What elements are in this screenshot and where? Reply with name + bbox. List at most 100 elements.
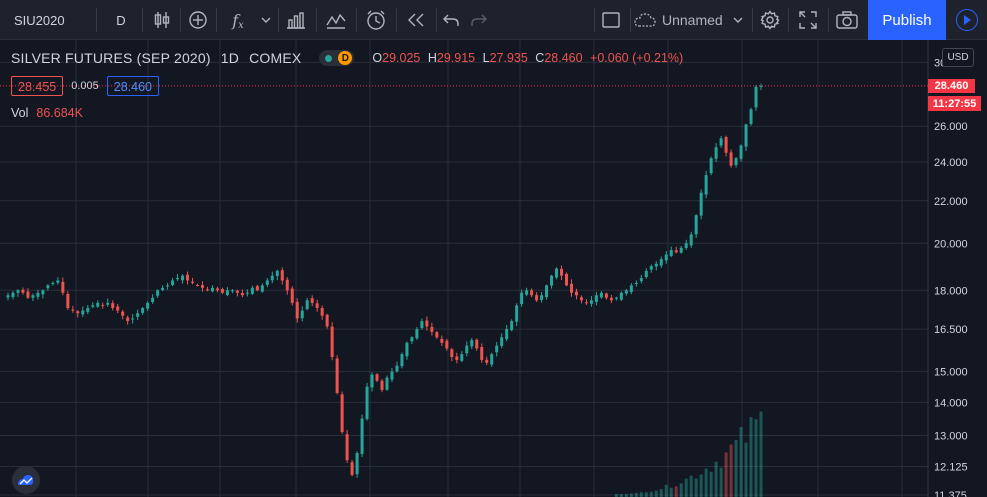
candle-body [515,305,519,322]
volume-bar [719,467,723,497]
fullscreen-frame-icon[interactable] [598,0,624,40]
layout-name-button[interactable]: Unnamed [634,0,750,40]
symbol-search-button[interactable]: SIU2020 [14,12,65,28]
candle-body [719,138,723,146]
compare-add-icon[interactable] [184,0,212,40]
volume-bar [689,475,693,497]
volume-bar [669,487,673,497]
toolbar-divider [216,8,217,32]
undo-icon[interactable] [438,0,464,40]
candle-body [21,289,25,293]
volume-bar [679,483,683,497]
toolbar-divider [96,8,97,32]
volume-bar [634,492,638,497]
gear-icon[interactable] [756,0,784,40]
candle-body [275,270,279,277]
candles-icon[interactable] [148,0,176,40]
redo-icon[interactable] [466,0,492,40]
chevron-down-icon[interactable] [258,0,274,40]
toolbar-divider [356,8,357,32]
financials-icon[interactable] [282,0,310,40]
bar-replay-icon[interactable] [402,0,430,40]
candle-body [699,192,703,216]
candle-body [684,243,688,248]
candle-body [674,250,678,253]
candle-body [111,303,115,308]
candle-body [545,285,549,298]
market-status-pill[interactable]: D [319,50,355,66]
interval-button[interactable]: D [116,12,126,28]
alert-clock-icon[interactable] [362,0,390,40]
market-open-dot-icon [325,54,333,62]
candle-body [26,291,30,298]
candle-body [235,290,239,293]
candle-body [345,434,349,461]
currency-button[interactable]: USD [942,48,974,67]
candle-body [151,297,155,303]
volume-bar [649,491,653,497]
volume-bar [624,493,628,497]
toolbar-divider [594,8,595,32]
sell-button[interactable]: 28.455 [11,76,64,96]
toolbar-divider [630,8,631,32]
delayed-data-badge: D [338,51,353,65]
high-label: H [427,51,437,65]
volume-bar [614,494,618,497]
candle-body [330,326,334,357]
candle-body [81,310,85,315]
toolbar-divider [436,8,437,32]
camera-icon[interactable] [832,0,862,40]
publish-button[interactable]: Publish [868,0,946,40]
candle-body [36,292,40,297]
volume-bar [654,490,658,497]
candle-body [669,250,673,256]
volume-bar [744,442,748,497]
candle-body [370,374,374,388]
candle-body [166,285,170,287]
candle-body [395,365,399,372]
candle-body [86,307,90,312]
candle-body [709,158,713,174]
candle-body [714,147,718,159]
volume-bar [734,439,738,497]
candle-body [664,254,668,261]
candle-body [470,340,474,347]
candle-body [729,152,733,166]
tradingview-logo-icon[interactable] [12,466,40,494]
candle-body [46,285,50,289]
close-value: 28.460 [544,51,583,65]
candle-body [340,394,344,433]
price-chart[interactable]: 30.00026.00024.00022.00020.00018.00016.5… [0,40,987,497]
play-icon[interactable] [946,0,987,40]
volume-bar [749,417,753,497]
chart-templates-icon[interactable] [322,0,350,40]
toolbar-divider [316,8,317,32]
candle-body [156,290,160,296]
exchange-label: COMEX [249,50,302,66]
candle-body [480,346,484,360]
candle-body [250,287,254,294]
fullscreen-icon[interactable] [794,0,822,40]
candle-body [270,275,274,281]
buy-button[interactable]: 28.460 [106,76,159,96]
candle-body [724,137,728,153]
candle-body [400,354,404,367]
candle-body [146,302,150,309]
candle-body [350,462,354,475]
candle-body [295,301,299,319]
price-tick-label: 13.000 [934,430,968,442]
candle-body [614,297,618,299]
candle-body [171,280,175,285]
volume-bar [629,493,633,497]
candle-body [510,321,514,331]
volume-bar [659,489,663,497]
cloud-icon [634,13,656,27]
candle-body [56,280,60,283]
candle-body [131,318,135,320]
volume-bar [709,471,713,497]
candle-body [380,380,384,390]
volume-bar [724,452,728,497]
candle-body [420,321,424,329]
